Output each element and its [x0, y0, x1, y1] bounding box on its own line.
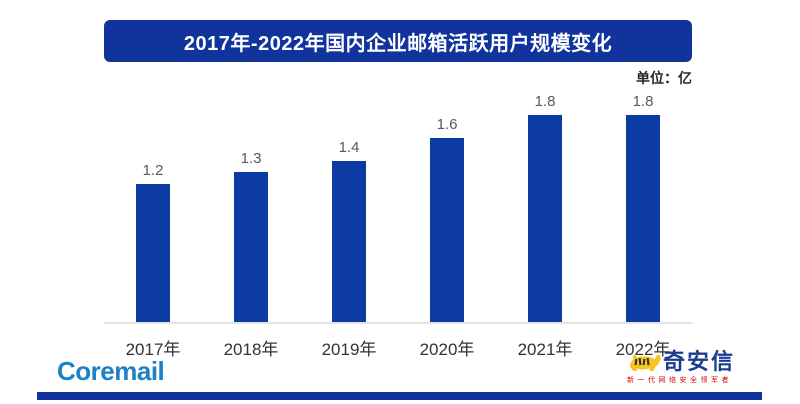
- x-axis-label: 2019年: [321, 340, 377, 359]
- bar-value-label: 1.8: [632, 93, 654, 110]
- x-axis-label: 2021年: [517, 340, 573, 359]
- bar: [234, 172, 268, 322]
- bar-value-label: 1.4: [338, 139, 360, 156]
- bar: [430, 138, 464, 322]
- bar-value-label: 1.2: [142, 162, 164, 179]
- bar-column: 1.8: [594, 93, 692, 322]
- x-axis-label: 2022年: [615, 340, 671, 359]
- bar: [136, 184, 170, 322]
- x-axis-labels: 2017年 2018年 2019年 2020年 2021年 2022年: [104, 324, 692, 360]
- bar-chart: 1.2 1.3 1.4 1.6 1.8 1.8: [104, 88, 692, 324]
- qianxin-logo: 奇安信 新一代网络安全领军者: [627, 351, 757, 385]
- qianxin-logo-row: 奇安信: [627, 351, 735, 373]
- bar-column: 1.3: [202, 150, 300, 322]
- x-axis-label: 2020年: [419, 340, 475, 359]
- bar-column: 1.2: [104, 162, 202, 322]
- x-axis-label: 2017年: [125, 340, 181, 359]
- bar-column: 1.4: [300, 139, 398, 322]
- bar-value-label: 1.8: [534, 93, 556, 110]
- bar-column: 1.8: [496, 93, 594, 322]
- chart-title: 2017年-2022年国内企业邮箱活跃用户规模变化: [183, 32, 613, 55]
- qianxin-logo-text: 奇安信: [663, 349, 736, 374]
- coremail-logo: Coremail: [57, 356, 165, 386]
- bottom-accent-bar: [37, 392, 762, 400]
- bar: [332, 161, 366, 322]
- tiger-icon: [630, 354, 661, 371]
- bar: [528, 115, 562, 322]
- unit-label: 单位：亿: [636, 70, 692, 86]
- qianxin-tagline: 新一代网络安全领军者: [627, 377, 732, 384]
- bar-column: 1.6: [398, 116, 496, 322]
- chart-title-banner: 2017年-2022年国内企业邮箱活跃用户规模变化: [104, 20, 692, 62]
- bar-value-label: 1.6: [436, 116, 458, 133]
- bar-value-label: 1.3: [240, 150, 262, 167]
- bar: [626, 115, 660, 322]
- x-axis-label: 2018年: [223, 340, 279, 359]
